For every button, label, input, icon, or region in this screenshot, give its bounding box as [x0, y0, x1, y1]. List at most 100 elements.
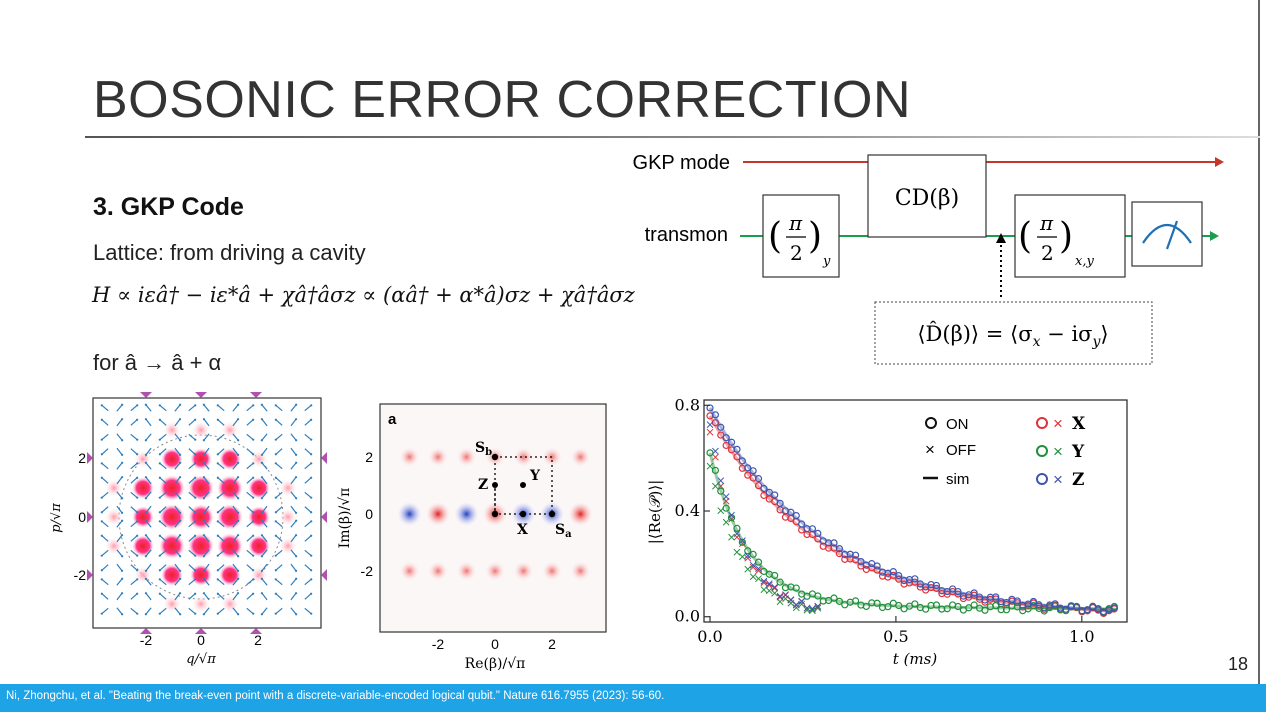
lattice-blob	[219, 564, 241, 586]
flow-arrow-head	[120, 418, 124, 421]
flow-arrow	[232, 418, 239, 427]
lattice-blob	[159, 533, 185, 559]
legend-y-name: Y	[1071, 442, 1085, 462]
flow-arrow	[188, 491, 196, 499]
flow-arrow-head	[260, 592, 264, 595]
lattice-blob	[279, 537, 297, 555]
flow-arrow-head	[144, 577, 147, 580]
wigner-blob	[570, 561, 591, 581]
flow-arrow	[203, 534, 210, 543]
flow-arrow-head	[158, 453, 161, 456]
on-point	[706, 449, 714, 457]
on-point	[911, 600, 919, 608]
flow-arrow-head	[194, 418, 197, 421]
on-point	[851, 551, 860, 559]
flow-arrow-head	[194, 520, 197, 523]
flow-arrow	[203, 563, 210, 572]
flow-arrow	[232, 549, 239, 557]
on-point	[1002, 606, 1011, 614]
x-tick-label: 0.5	[883, 627, 908, 646]
flow-arrow-head	[236, 569, 240, 572]
flow-arrow-head	[252, 404, 255, 407]
flow-arrow	[304, 433, 312, 441]
flow-arrow-head	[252, 520, 255, 523]
gkp-mode-arrow	[1215, 157, 1224, 167]
lattice-description: Lattice: from driving a cavity	[93, 240, 366, 265]
flow-arrow	[304, 564, 312, 571]
flow-arrow	[174, 578, 181, 586]
flow-arrow	[145, 520, 152, 528]
lattice-blob	[134, 566, 152, 584]
flow-arrow	[275, 477, 283, 484]
flow-arrow	[217, 506, 225, 513]
off-point: ×	[753, 562, 763, 576]
flow-arrow	[261, 563, 268, 572]
flow-arrow-head	[237, 613, 240, 616]
on-point	[932, 581, 941, 590]
flow-arrow	[116, 433, 123, 441]
flow-arrow	[217, 491, 225, 499]
flow-arrow-head	[121, 577, 124, 580]
flow-arrow	[246, 520, 254, 528]
flow-arrow	[261, 534, 268, 543]
flow-arrow-head	[120, 511, 124, 514]
flow-arrow-head	[100, 476, 103, 479]
flow-arrow	[232, 476, 239, 485]
flow-arrow	[232, 447, 239, 456]
flow-arrow-head	[310, 496, 313, 499]
flow-arrow-head	[294, 511, 298, 514]
off-point: ×	[802, 601, 812, 615]
on-point	[911, 575, 919, 583]
x-tick-label: 0.0	[697, 627, 722, 646]
off-point: ×	[705, 418, 715, 432]
flow-arrow-head	[260, 577, 263, 580]
legend-off-marker: ×	[925, 440, 935, 459]
off-point: ×	[791, 598, 801, 612]
flow-arrow	[116, 578, 123, 586]
flow-arrow	[246, 506, 254, 513]
flow-arrow	[261, 491, 268, 499]
off-point: ×	[813, 599, 823, 613]
citation-text: Ni, Zhongchu, et al. "Beating the break-…	[6, 690, 664, 702]
flow-arrow-head	[260, 439, 263, 442]
flow-arrow-head	[252, 592, 255, 595]
lattice-blob	[105, 508, 123, 526]
on-point	[722, 441, 730, 450]
flow-arrow-head	[121, 403, 124, 406]
on-point	[857, 557, 865, 566]
flow-arrow-head	[252, 418, 255, 421]
flow-arrow-head	[194, 476, 197, 479]
flow-arrow-head	[260, 403, 263, 406]
gkp-mode-label: GKP mode	[633, 152, 730, 174]
flow-arrow-head	[216, 612, 219, 615]
flow-arrow	[145, 491, 152, 499]
flow-arrow-head	[194, 612, 197, 615]
svg-text:): )	[1059, 216, 1073, 257]
flow-arrow-head	[158, 520, 161, 523]
on-point	[830, 539, 838, 547]
flow-arrow	[116, 491, 123, 499]
svg-text:(: (	[768, 216, 782, 257]
flow-arrow-head	[236, 592, 240, 595]
on-point	[916, 580, 924, 588]
flow-arrow	[174, 462, 181, 470]
flow-arrow	[304, 448, 312, 455]
flow-arrow-head	[121, 519, 124, 522]
on-point	[830, 594, 838, 602]
y-tick-label: 0.8	[675, 395, 700, 414]
on-point	[851, 597, 860, 605]
section-heading: 3. GKP Code	[93, 193, 244, 221]
flow-arrow	[145, 418, 152, 427]
on-point	[776, 578, 784, 586]
flow-arrow	[217, 535, 225, 542]
flow-arrow-head	[252, 453, 255, 456]
off-point: ×	[727, 530, 737, 544]
lattice-blob	[250, 566, 268, 584]
flow-arrow-head	[274, 578, 277, 581]
flow-arrow-head	[144, 511, 148, 514]
flow-arrow-head	[216, 534, 219, 537]
wigner-blob	[428, 561, 448, 581]
off-point: ×	[797, 594, 807, 608]
on-point	[1035, 601, 1043, 609]
